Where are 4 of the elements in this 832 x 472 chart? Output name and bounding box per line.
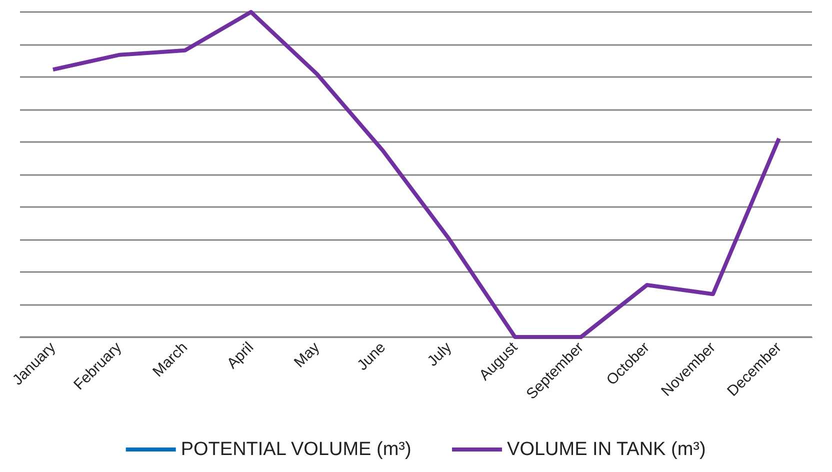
x-tick-label: July [424, 338, 456, 370]
legend-label: VOLUME IN TANK (m³) [507, 439, 706, 460]
legend-label: POTENTIAL VOLUME (m³) [180, 439, 412, 460]
x-tick-label: May [290, 338, 324, 372]
